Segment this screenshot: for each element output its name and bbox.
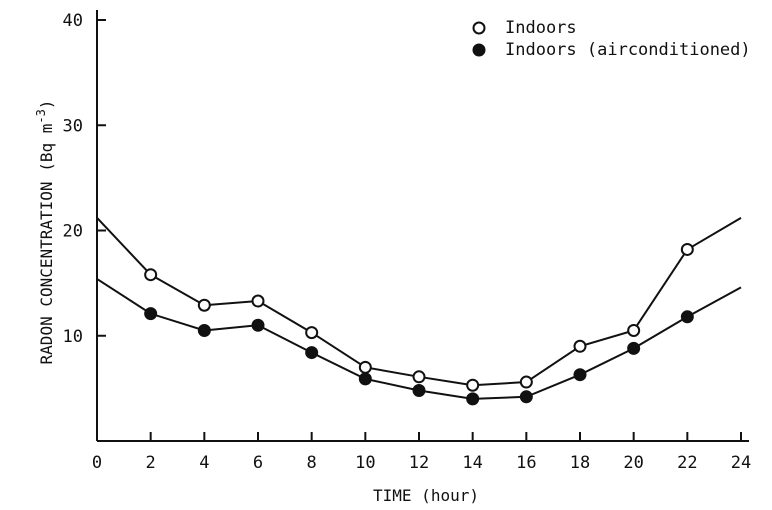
legend-item-indoors-airconditioned: Indoors (airconditioned) bbox=[472, 40, 751, 60]
data-point-filled bbox=[251, 318, 265, 332]
legend: Indoors Indoors (airconditioned) bbox=[472, 18, 751, 60]
legend-label-indoors-airconditioned: Indoors (airconditioned) bbox=[505, 40, 751, 60]
x-tick-label: 12 bbox=[409, 453, 429, 473]
legend-label-indoors: Indoors bbox=[505, 18, 577, 38]
x-tick-label: 2 bbox=[146, 453, 156, 473]
x-tick-label: 8 bbox=[307, 453, 317, 473]
x-tick-label: 18 bbox=[570, 453, 590, 473]
y-axis-title-main: RADON CONCENTRATION (Bq m bbox=[37, 124, 56, 365]
x-tick-label: 14 bbox=[462, 453, 482, 473]
y-axis-title-suffix: ) bbox=[37, 100, 56, 110]
x-tick-label: 4 bbox=[199, 453, 209, 473]
x-tick-label: 22 bbox=[677, 453, 697, 473]
data-point-open bbox=[573, 339, 587, 353]
data-point-filled bbox=[197, 323, 211, 337]
data-point-open bbox=[251, 294, 265, 308]
y-tick-label: 30 bbox=[63, 116, 83, 136]
data-point-filled bbox=[680, 310, 694, 324]
x-tick-label: 10 bbox=[355, 453, 375, 473]
data-point-open bbox=[412, 370, 426, 384]
legend-open-circle-marker bbox=[472, 21, 486, 35]
series-indoors bbox=[96, 217, 742, 392]
y-tick-label: 10 bbox=[63, 327, 83, 347]
y-axis-title: RADON CONCENTRATION (Bq m-3) bbox=[34, 100, 56, 365]
series-indoors-airconditioned bbox=[96, 278, 742, 406]
x-tick-label: 20 bbox=[623, 453, 643, 473]
legend-filled-circle-marker bbox=[472, 43, 486, 57]
data-point-filled bbox=[358, 372, 372, 386]
data-point-filled bbox=[412, 383, 426, 397]
series-layer bbox=[96, 217, 742, 406]
data-point-open bbox=[358, 360, 372, 374]
data-point-filled bbox=[627, 341, 641, 355]
x-tick-label: 16 bbox=[516, 453, 536, 473]
x-tick-label: 6 bbox=[253, 453, 263, 473]
data-point-open bbox=[197, 298, 211, 312]
data-point-filled bbox=[573, 368, 587, 382]
legend-item-indoors: Indoors bbox=[472, 18, 577, 38]
data-point-open bbox=[627, 323, 641, 337]
y-tick-label: 20 bbox=[63, 222, 83, 242]
data-point-open bbox=[519, 375, 533, 389]
y-ticks: 10 20 30 40 bbox=[63, 11, 106, 347]
x-ticks: 0 2 4 6 8 10 12 14 16 18 20 22 24 bbox=[92, 432, 751, 473]
data-point-open bbox=[305, 326, 319, 340]
axes bbox=[96, 10, 749, 442]
data-point-filled bbox=[144, 307, 158, 321]
data-point-open bbox=[144, 268, 158, 282]
data-point-filled bbox=[519, 390, 533, 404]
x-tick-label: 24 bbox=[731, 453, 751, 473]
data-point-open bbox=[466, 378, 480, 392]
data-point-filled bbox=[305, 346, 319, 360]
series-line bbox=[96, 217, 742, 387]
data-point-filled bbox=[466, 392, 480, 406]
y-axis-title-superscript: -3 bbox=[34, 109, 48, 123]
y-tick-label: 40 bbox=[63, 11, 83, 31]
data-point-open bbox=[680, 242, 694, 256]
x-axis-title: TIME (hour) bbox=[373, 486, 479, 505]
x-tick-label: 0 bbox=[92, 453, 102, 473]
